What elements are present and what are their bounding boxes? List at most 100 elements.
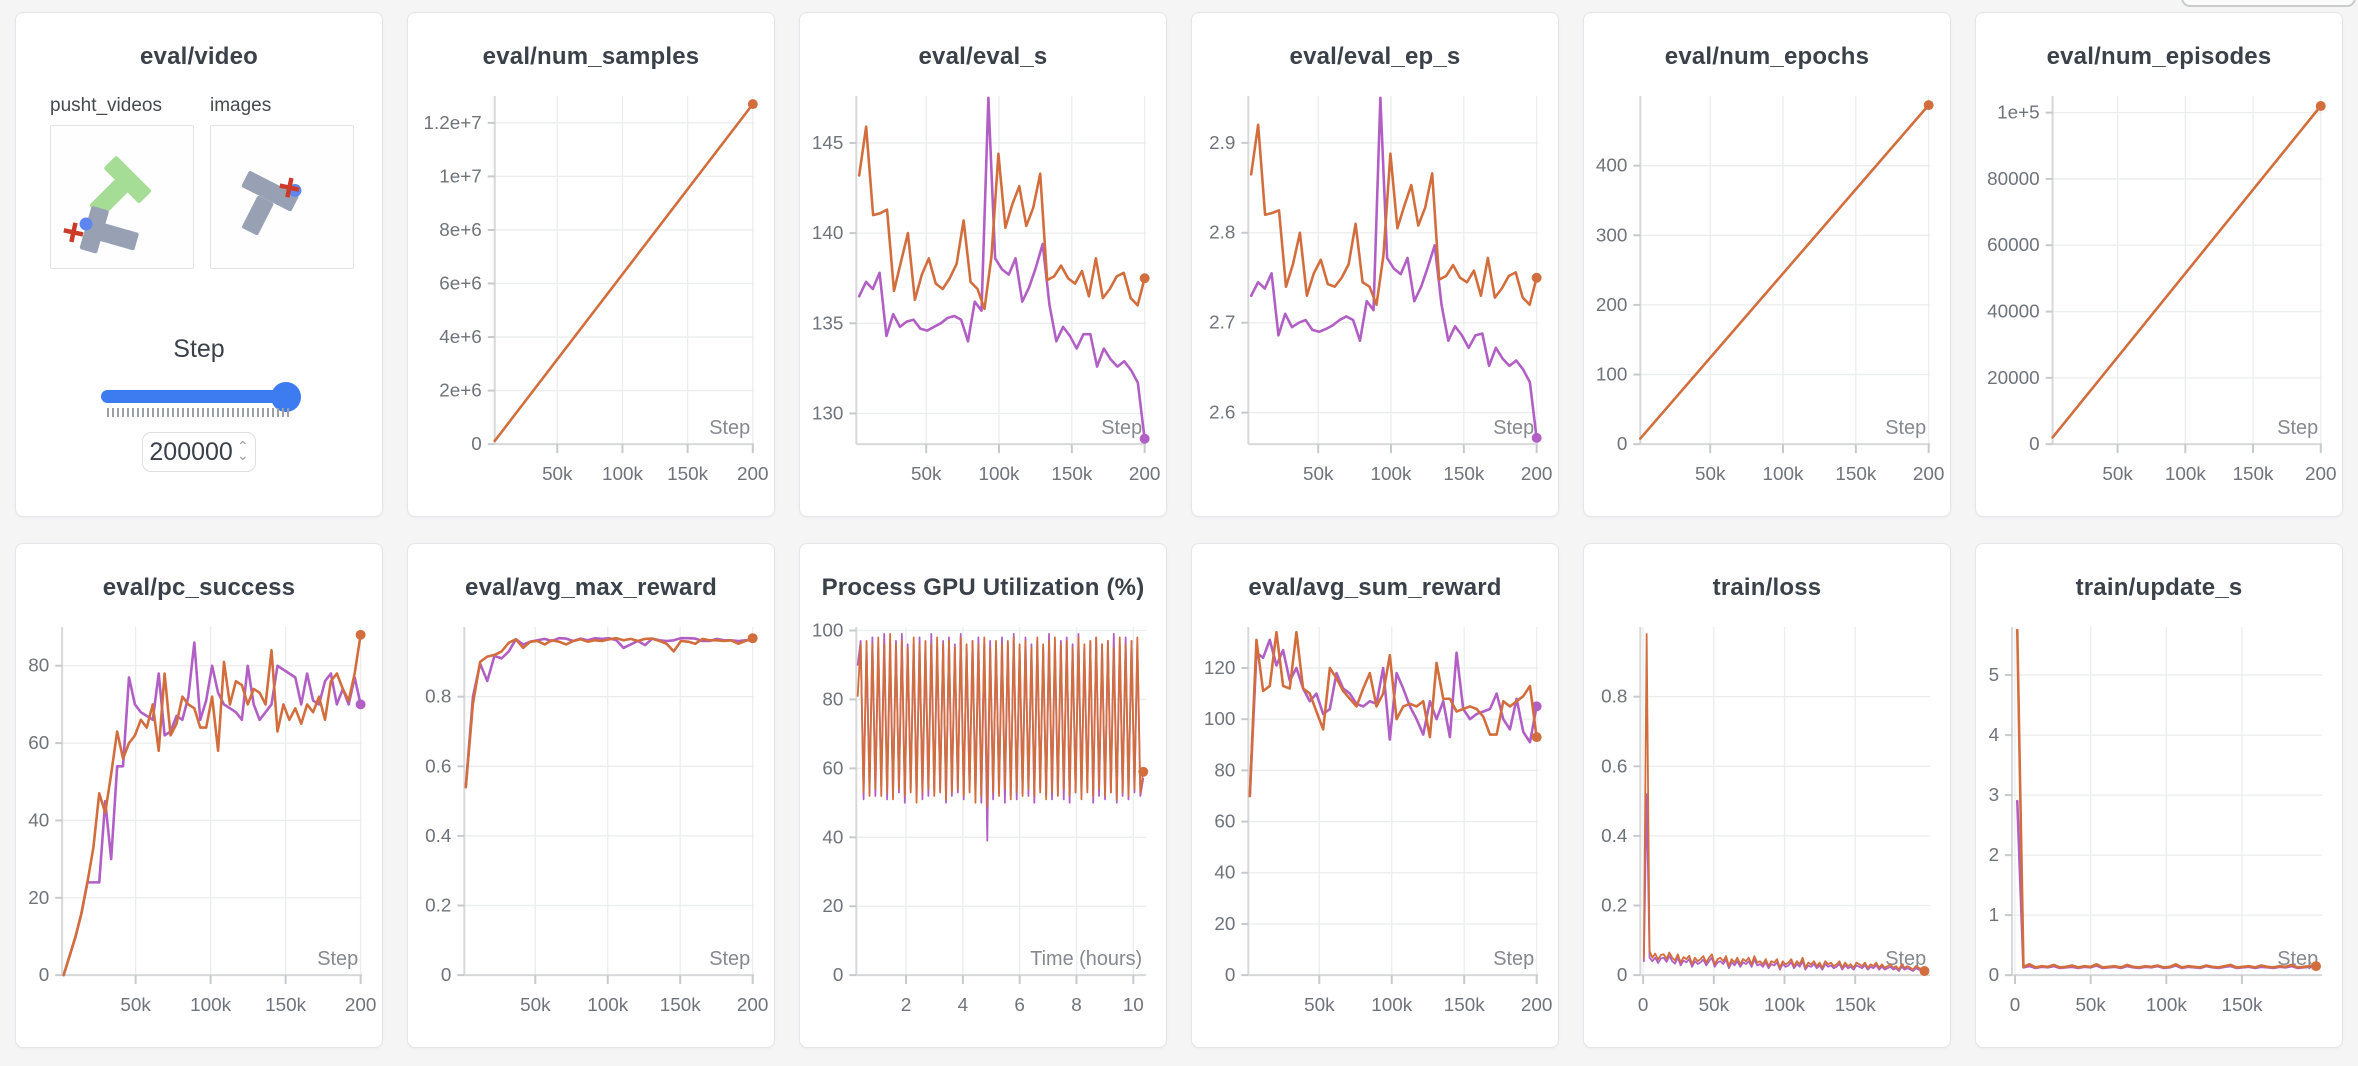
- y-tick-label: 5: [1989, 665, 2000, 686]
- step-value[interactable]: 200000: [149, 437, 233, 466]
- x-tick-label: 100k: [1763, 464, 1804, 485]
- slider-track[interactable]: [101, 390, 297, 403]
- x-tick-label: 200: [345, 995, 377, 1016]
- y-tick-label: 40000: [1987, 302, 2040, 323]
- x-tick-label: 50k: [1304, 995, 1335, 1016]
- chart-title: train/loss: [1712, 574, 1822, 601]
- series-end-dot: [1919, 966, 1930, 976]
- x-tick-label: 100k: [190, 995, 231, 1016]
- y-tick-label: 80000: [1987, 169, 2040, 190]
- x-tick-label: 150k: [265, 995, 306, 1016]
- video-panel: eval/video pusht_videos: [15, 12, 383, 517]
- media-item-images[interactable]: images: [210, 95, 354, 269]
- line-chart[interactable]: 0 2e+6 4e+6 6e+6 8e+6 1e+7 1.2e+7 50k 100k 150k 20…: [408, 79, 774, 499]
- series-end-dot: [1139, 433, 1150, 444]
- series-line-purple: [62, 641, 362, 977]
- y-tick-label: 0: [1617, 434, 1628, 455]
- tee-block-green-icon: [89, 156, 151, 218]
- series-line-orange: [2015, 628, 2318, 969]
- chart-panel-pc-success: eval/pc_success 0 20 40 60 80 50k 100k 150k 200 S…: [15, 543, 383, 1048]
- increment-button[interactable]: ⌃: [236, 438, 249, 454]
- chart-panel-avg-max-reward: eval/avg_max_reward 0 0.2 0.4 0.6 0.8 50k 100k…: [407, 543, 775, 1048]
- chart-panel-train-update-s: train/update_s 0 1 2 3 4 5 0 50k 100k 150k Step: [1975, 543, 2343, 1048]
- x-tick-label: 50k: [2075, 995, 2106, 1016]
- line-chart[interactable]: 0 0.2 0.4 0.6 0.8 50k 100k 150k 200 Step: [408, 610, 774, 1030]
- line-chart[interactable]: 0 0.2 0.4 0.6 0.8 0 50k 100k 150k Step: [1584, 610, 1950, 1030]
- series-line-orange: [493, 102, 755, 443]
- x-tick-label: 150k: [1444, 995, 1485, 1016]
- x-tick-label: 200: [737, 995, 769, 1016]
- line-chart[interactable]: 0 20 40 60 80 100 2 4 6 8 10 Time (hours): [800, 610, 1166, 1030]
- y-tick-label: 0.8: [1601, 687, 1627, 708]
- x-axis-label: Step: [1101, 417, 1142, 439]
- series-line-orange: [1248, 630, 1538, 798]
- x-axis-label: Step: [317, 948, 358, 970]
- y-tick-label: 0.4: [425, 826, 451, 847]
- y-tick-label: 0.6: [425, 756, 451, 777]
- chart-title: Process GPU Utilization (%): [821, 574, 1145, 601]
- y-tick-label: 0: [1225, 965, 1236, 986]
- x-axis-label: Step: [1493, 948, 1534, 970]
- series-end-dot: [2315, 101, 2326, 111]
- x-tick-label: 0: [1638, 995, 1649, 1016]
- x-tick-label: 10: [1123, 995, 1144, 1016]
- y-tick-label: 60: [1214, 812, 1235, 833]
- series-line-orange: [856, 633, 1145, 808]
- y-tick-label: 145: [812, 133, 844, 154]
- y-tick-label: 300: [1596, 225, 1628, 246]
- slider-thumb[interactable]: [271, 382, 301, 412]
- line-chart[interactable]: 0 100 200 300 400 50k 100k 150k 200 Step: [1584, 79, 1950, 499]
- x-tick-label: 150k: [1835, 464, 1876, 485]
- y-tick-label: 0.6: [1601, 756, 1627, 777]
- x-axis-label: Step: [1885, 948, 1926, 970]
- tee-block-gray-icon: [79, 206, 139, 254]
- step-slider[interactable]: [101, 382, 301, 418]
- x-tick-label: 200: [737, 464, 769, 485]
- series-end-dot: [747, 633, 758, 644]
- x-tick-label: 100k: [602, 464, 643, 485]
- line-chart[interactable]: 0 1 2 3 4 5 0 50k 100k 150k Step: [1976, 610, 2342, 1030]
- x-tick-label: 100k: [1371, 995, 1412, 1016]
- media-item-pusht-videos[interactable]: pusht_videos: [50, 95, 194, 269]
- series-end-dot: [747, 99, 758, 110]
- line-chart[interactable]: 0 20 40 60 80 50k 100k 150k 200 Step: [16, 610, 382, 1030]
- x-tick-label: 150k: [667, 464, 708, 485]
- decrement-button[interactable]: ⌄: [236, 447, 249, 463]
- series-line-orange: [1249, 123, 1538, 307]
- series-end-dot: [355, 699, 366, 710]
- y-tick-label: 0: [833, 965, 844, 986]
- y-tick-label: 20: [822, 896, 843, 917]
- step-number-input[interactable]: 200000 ⌃ ⌄: [142, 432, 256, 472]
- x-axis-label: Time (hours): [1030, 948, 1142, 970]
- line-chart[interactable]: 0 20 40 60 80 100 120 50k 100k 150k 200 Step: [1192, 610, 1558, 1030]
- y-tick-label: 60000: [1987, 235, 2040, 256]
- y-tick-label: 3: [1989, 785, 2000, 806]
- line-chart[interactable]: 2.6 2.7 2.8 2.9 50k 100k 150k 200 Step: [1192, 79, 1558, 499]
- series-line-purple: [857, 96, 1146, 441]
- x-tick-label: 50k: [120, 995, 151, 1016]
- y-tick-label: 1.2e+7: [424, 113, 482, 134]
- x-tick-label: 2: [901, 995, 912, 1016]
- x-axis-label: Step: [2277, 948, 2318, 970]
- x-tick-label: 50k: [542, 464, 573, 485]
- step-slider-label: Step: [173, 335, 225, 363]
- line-chart[interactable]: 0 20000 40000 60000 80000 1e+5 50k 100k 150k 200 S…: [1976, 79, 2342, 499]
- slider-ticks: [107, 408, 289, 417]
- y-tick-label: 0: [2029, 434, 2040, 455]
- series-end-dot: [1139, 273, 1150, 284]
- y-tick-label: 80: [1214, 760, 1235, 781]
- x-tick-label: 6: [1014, 995, 1024, 1016]
- y-tick-label: 2.8: [1209, 223, 1235, 244]
- y-tick-label: 0.2: [425, 896, 451, 917]
- chart-panel-avg-sum-reward: eval/avg_sum_reward 0 20 40 60 80 100 120 50k 10…: [1191, 543, 1559, 1048]
- target-cross-icon: [279, 177, 300, 198]
- line-chart[interactable]: 130 135 140 145 50k 100k 150k 200 Step: [800, 79, 1166, 499]
- images-thumbnail[interactable]: [210, 125, 354, 269]
- series-end-dot: [1138, 766, 1149, 777]
- pusht-video-thumbnail[interactable]: [50, 125, 194, 269]
- chart-panel-eval-s: eval/eval_s 130 135 140 145 50k 100k 150k 200 St…: [799, 12, 1167, 517]
- y-tick-label: 60: [822, 758, 843, 779]
- series-end-dot: [2311, 961, 2322, 972]
- x-tick-label: 100k: [1371, 464, 1412, 485]
